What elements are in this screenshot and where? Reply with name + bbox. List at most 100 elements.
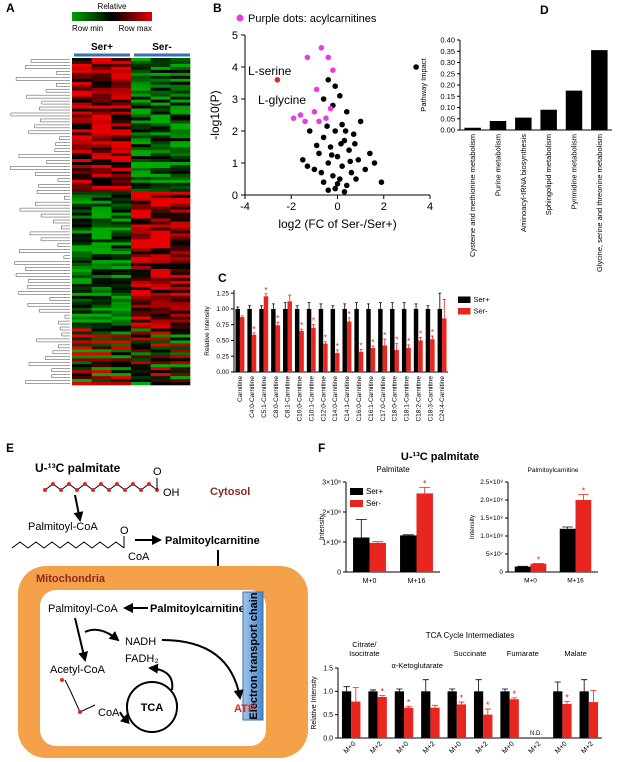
heatmap-cell	[170, 251, 191, 255]
error-bar	[355, 519, 367, 538]
substrate: U-¹³C palmitate	[35, 461, 121, 475]
heatmap-cell	[111, 81, 132, 86]
heatmap-cell	[131, 221, 151, 225]
heatmap-cell	[111, 289, 132, 294]
heatmap-cell	[91, 361, 112, 365]
heatmap-cell	[150, 236, 171, 240]
arrow	[73, 494, 84, 522]
label-dot	[60, 678, 64, 682]
error-bar	[343, 686, 350, 692]
x-tick-label: -2	[286, 201, 296, 213]
bar	[489, 121, 507, 130]
heatmap-cell	[111, 337, 132, 341]
dendrogram	[40, 213, 70, 218]
y-tick-label: 5×10⁷	[486, 551, 504, 558]
heatmap-cell	[72, 316, 92, 320]
bar	[591, 50, 608, 130]
heatmap-cell	[91, 141, 112, 145]
heatmap-cell	[131, 239, 151, 243]
heatmap-cell	[111, 141, 132, 145]
significance: *	[380, 687, 384, 697]
heatmap-cell	[111, 227, 132, 231]
heatmap-cell	[150, 379, 171, 383]
heatmap-cell	[111, 331, 132, 335]
point	[302, 118, 308, 125]
heatmap-cell	[170, 132, 191, 136]
heatmap-cell	[72, 75, 92, 80]
heatmap-cell	[72, 307, 92, 311]
y-axis-label: Pathway Impact	[419, 57, 428, 111]
bar	[400, 535, 417, 572]
heatmap-cell	[72, 123, 92, 127]
bar	[579, 691, 589, 738]
heatmap-cell	[131, 245, 151, 249]
heatmap-cell	[170, 304, 191, 309]
heatmap-cell	[170, 162, 191, 166]
dendrogram	[18, 249, 70, 253]
heatmap-cell	[131, 102, 151, 106]
heatmap-cell	[72, 382, 92, 386]
bar	[311, 327, 316, 372]
heatmap-cell	[131, 298, 151, 303]
heatmap-cell	[111, 58, 132, 62]
heatmap-cell	[72, 254, 92, 258]
dendrogram	[40, 237, 70, 242]
heatmap-cell	[131, 269, 151, 273]
group-label: Isocitrate	[349, 649, 379, 658]
error-bar	[475, 679, 482, 692]
bar	[430, 339, 435, 372]
bar	[323, 343, 328, 372]
heatmap-cell	[72, 298, 92, 303]
heatmap-cell	[91, 188, 112, 193]
heatmap-cell	[72, 63, 92, 68]
heatmap-cell	[91, 176, 112, 181]
x-axis-label: log2 (FC of Ser-/Ser+)	[278, 217, 396, 231]
heatmap-cell	[72, 197, 92, 201]
y-tick-label: 1.00	[216, 306, 229, 313]
heatmap-cell	[150, 185, 171, 190]
point	[328, 152, 335, 158]
heatmap-cell	[150, 310, 171, 314]
heatmap-cell	[131, 209, 151, 213]
bar	[575, 500, 592, 572]
significance: *	[537, 554, 541, 564]
heatmap-cell	[111, 304, 132, 309]
annotation: L-serine	[248, 64, 292, 78]
heatmap-cell	[111, 165, 132, 169]
heatmap-cell	[131, 179, 151, 184]
heatmap-cell	[131, 123, 151, 127]
heatmap-cell	[91, 298, 112, 303]
bar	[283, 308, 288, 372]
x-tick-label: C18:2-Carnitine	[415, 376, 422, 422]
heatmap-cell	[170, 120, 191, 124]
y-tick-label: 1.0×10⁸	[480, 533, 503, 540]
bar	[509, 699, 519, 738]
point	[274, 77, 281, 83]
heatmap-cell	[170, 129, 191, 133]
point	[362, 166, 369, 173]
legend-label: Ser+	[366, 487, 383, 496]
heatmap-cell	[72, 111, 92, 115]
heatmap-cell	[170, 60, 191, 65]
heatmap-cell	[111, 188, 132, 193]
color-scale	[72, 12, 152, 21]
heatmap: Relative Row min Row max Ser+ Ser-	[9, 2, 191, 386]
heatmap-cell	[131, 120, 151, 124]
heatmap-cell	[111, 185, 132, 190]
dendrogram	[46, 160, 70, 164]
panel-label: F	[318, 441, 325, 455]
heatmap-cell	[72, 352, 92, 356]
heatmap-cell	[72, 283, 92, 288]
heatmap-cell	[72, 126, 92, 130]
x-tick-label: C16:0-Carnitine	[356, 376, 363, 422]
bar	[354, 308, 359, 372]
heatmap-cell	[150, 191, 171, 196]
arrow	[148, 663, 174, 691]
heatmap-cell	[72, 102, 92, 106]
annotation: L-glycine	[258, 93, 306, 107]
arrow	[119, 711, 130, 725]
dendrogram	[9, 166, 70, 170]
heatmap-cell	[91, 58, 112, 62]
heatmap-cell	[150, 58, 171, 62]
heatmap-cell	[131, 197, 151, 201]
